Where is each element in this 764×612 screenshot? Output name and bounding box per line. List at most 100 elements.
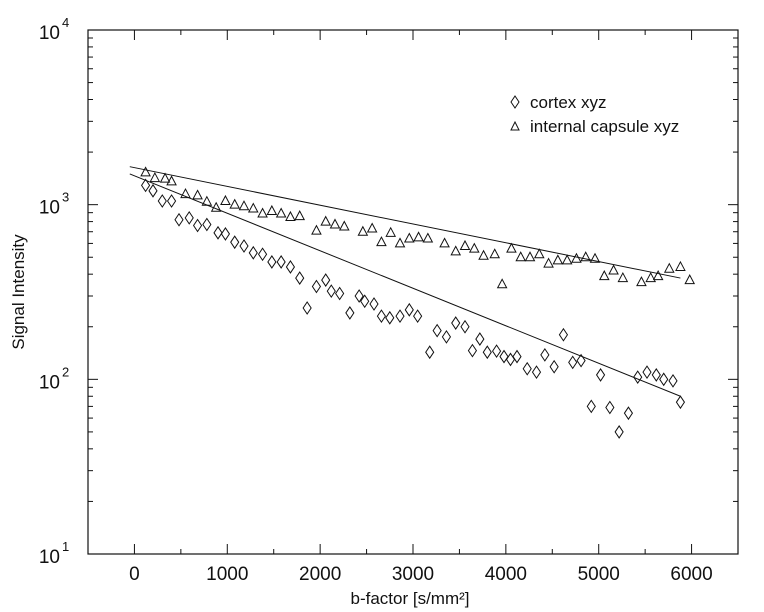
legend-label-internal-capsule: internal capsule xyz [530, 117, 679, 136]
data-point-diamond [345, 306, 355, 320]
data-point-triangle [413, 231, 424, 242]
data-point-diamond [285, 260, 296, 274]
data-point-triangle [385, 226, 397, 237]
data-point-triangle [598, 270, 610, 281]
data-point-triangle [285, 210, 296, 221]
data-point-diamond [202, 217, 212, 232]
data-point-triangle [543, 257, 554, 268]
x-tick-label: 6000 [670, 564, 712, 585]
data-point-diamond [174, 212, 184, 227]
data-point-triangle [166, 175, 177, 186]
data-point-triangle [489, 248, 501, 259]
x-tick-label: 2000 [299, 564, 341, 585]
data-point-diamond [614, 425, 624, 439]
x-tick-label: 3000 [392, 564, 434, 585]
data-point-triangle [663, 262, 675, 273]
data-point-triangle [636, 276, 647, 287]
data-point-triangle [468, 242, 480, 253]
data-point-triangle [192, 189, 203, 200]
data-point-diamond [491, 344, 502, 359]
data-point-diamond [413, 309, 423, 324]
data-point-triangle [459, 239, 471, 250]
data-point-diamond [633, 370, 643, 384]
data-point-diamond [157, 194, 167, 208]
data-point-diamond [549, 359, 559, 374]
data-point-triangle [645, 271, 657, 283]
data-point-diamond [475, 332, 485, 346]
data-point-diamond [267, 255, 277, 269]
data-point-triangle [506, 242, 517, 253]
y-tick-label: 10 [39, 198, 60, 219]
data-point-diamond [321, 273, 331, 287]
data-point-diamond [385, 310, 395, 325]
data-point-triangle [329, 218, 341, 229]
data-point-triangle [140, 166, 151, 177]
data-point-triangle [394, 237, 406, 248]
y-axis-title: Signal Intensity [9, 234, 28, 350]
data-point-diamond [451, 316, 461, 330]
fit-lines [129, 166, 681, 397]
data-point-diamond [360, 294, 370, 309]
data-point-diamond [239, 239, 249, 253]
y-tick-label: 10 [39, 23, 60, 44]
data-point-diamond [576, 353, 586, 368]
data-point-diamond [586, 399, 596, 414]
data-point-triangle [149, 171, 161, 183]
data-point-triangle [675, 260, 686, 271]
data-point-diamond [675, 395, 686, 410]
data-point-triangle [320, 215, 332, 226]
data-point-triangle [376, 236, 387, 247]
y-tick-label-exponent: 1 [62, 539, 69, 554]
data-point-diamond [140, 178, 151, 193]
x-axis-title: b-factor [s/mm²] [350, 589, 469, 608]
data-point-diamond [558, 327, 569, 342]
data-point-diamond [213, 225, 223, 240]
data-point-triangle [229, 198, 241, 209]
axis-ticks [87, 30, 739, 555]
x-tick-label: 0 [129, 564, 140, 585]
data-point-triangle [684, 274, 696, 285]
data-point-diamond [512, 349, 522, 364]
data-point-diamond [148, 183, 158, 198]
data-point-triangle [294, 210, 306, 221]
data-point-triangle [652, 270, 664, 281]
data-point-triangle [589, 252, 601, 263]
data-point-diamond [499, 349, 509, 364]
data-point-triangle [561, 254, 573, 265]
x-tick-label: 5000 [578, 564, 620, 585]
data-point-diamond [605, 400, 615, 415]
data-point-triangle [366, 222, 378, 233]
data-point-triangle [478, 249, 489, 260]
data-point-triangle [439, 237, 450, 248]
data-point-triangle [608, 264, 619, 275]
x-tick-labels: 0 1000 2000 3000 4000 5000 6000 [129, 564, 713, 585]
data-point-triangle [617, 271, 629, 283]
data-point-diamond [311, 279, 322, 294]
x-tick-label: 1000 [206, 564, 248, 585]
data-point-diamond [326, 284, 336, 299]
y-tick-label-exponent: 3 [62, 190, 69, 205]
data-point-diamond [467, 343, 478, 358]
data-point-diamond [659, 372, 669, 387]
data-point-diamond [276, 255, 286, 269]
data-point-diamond [482, 345, 492, 360]
y-tick-label-exponent: 4 [62, 15, 69, 30]
data-point-triangle [422, 232, 434, 243]
fit-line-series-1 [129, 166, 681, 279]
data-point-diamond [369, 297, 379, 311]
data-point-diamond [642, 365, 652, 380]
data-point-triangle [311, 224, 322, 235]
data-point-diamond [441, 329, 452, 344]
data-point-diamond [192, 218, 203, 233]
data-point-diamond [220, 227, 231, 241]
legend: cortex xyz internal capsule xyz [510, 93, 679, 136]
data-point-triangle [257, 207, 268, 218]
data-point-diamond [595, 368, 606, 382]
data-point-diamond [568, 355, 578, 370]
data-point-diamond [395, 309, 405, 324]
data-point-diamond [166, 194, 177, 208]
data-point-diamond [354, 289, 364, 303]
data-point-triangle [450, 245, 462, 256]
y-tick-label: 10 [39, 372, 60, 393]
data-point-triangle [247, 202, 259, 213]
